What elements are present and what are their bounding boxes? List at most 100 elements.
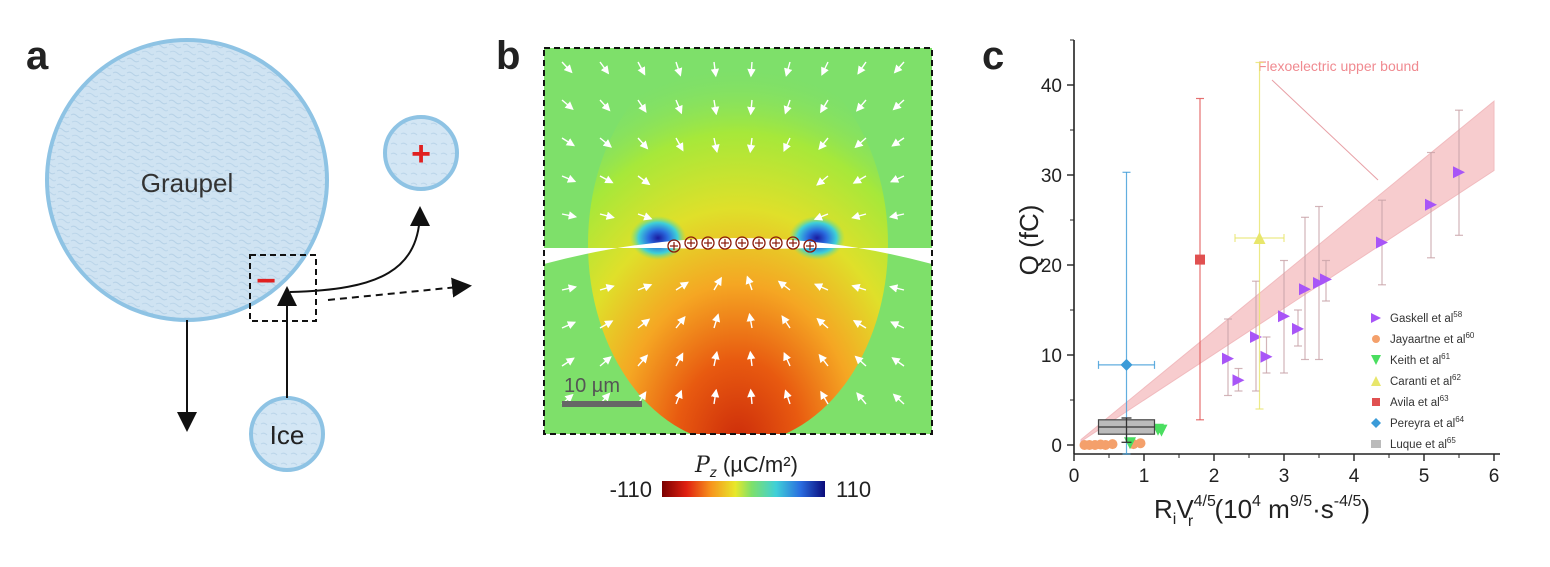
colorbar-min-label: -110 (610, 477, 652, 502)
legend-label: Jayaartne et al60 (1390, 331, 1475, 346)
panel-b-field-plot: 10 µm Pz (µC/m²) -110 110 (543, 47, 933, 502)
positive-charge-sign: + (411, 135, 431, 173)
field-arrow (637, 318, 651, 329)
field-arrow (821, 61, 829, 76)
series-pereyra-et-al (1097, 171, 1156, 455)
legend-label: Luque et al65 (1390, 436, 1456, 451)
field-arrow (746, 137, 756, 154)
legend-item: Jayaartne et al60 (1372, 331, 1475, 346)
field-arrow (675, 137, 684, 152)
positive-charge-marker (803, 239, 817, 253)
axes-layer: 0 1 2 3 4 5 6 0 10 20 30 40 (1041, 39, 1500, 487)
data-point (1425, 198, 1437, 211)
legend-marker (1372, 335, 1380, 343)
series-luque-et-al (1097, 417, 1156, 443)
panel-c-chart: c Flexoelectric upper bound 0 1 2 3 4 5 6 0 10 20… (960, 0, 1550, 562)
field-arrow (637, 175, 651, 186)
legend-label: Keith et al61 (1390, 352, 1451, 367)
data-point (1120, 358, 1133, 371)
scatter-chart: Flexoelectric upper bound 0 1 2 3 4 5 6 0 10 20 30… (1014, 39, 1500, 530)
data-point (1135, 438, 1146, 449)
charge-markers (667, 236, 817, 253)
x-tick-label: 0 (1069, 466, 1080, 487)
panel-b-polarization-map: b (490, 0, 960, 562)
x-tick-label: 6 (1489, 466, 1500, 487)
field-arrow (816, 317, 829, 329)
field-arrow (745, 275, 754, 291)
field-arrow (888, 211, 905, 220)
y-axis-label: Q (fC) (1014, 205, 1044, 276)
data-point (1376, 236, 1388, 249)
x-axis-label: RiV4/5 r (104 m9/5·s-4/5) (1154, 493, 1370, 530)
colorbar (662, 481, 825, 497)
x-tick-label: 5 (1419, 466, 1430, 487)
field-arrow (783, 351, 791, 367)
field-arrow (889, 175, 905, 183)
data-point (1292, 322, 1304, 335)
right-pole (789, 216, 845, 260)
series-jayaartne-et-al (1079, 438, 1146, 450)
field-arrow (746, 350, 756, 367)
field-arrow (674, 99, 683, 115)
field-arrow (893, 61, 905, 74)
field-arrow (599, 284, 615, 293)
legend-item: Luque et al65 (1371, 436, 1456, 451)
legend-marker (1372, 398, 1380, 406)
legend-item: Caranti et al62 (1371, 373, 1461, 388)
positive-charge-marker (735, 236, 749, 250)
data-point (1260, 350, 1273, 363)
legend: Gaskell et al58 Jayaartne et al60 Keith et… (1371, 310, 1475, 451)
field-arrow (820, 390, 829, 405)
field-arrow (599, 211, 615, 220)
y-tick-label: 0 (1051, 436, 1062, 457)
data-point (1222, 352, 1234, 365)
zoom-in-arrow (327, 277, 472, 301)
positive-particle-circle (383, 115, 459, 191)
field-arrow (783, 137, 791, 152)
data-layer (1079, 61, 1465, 455)
field-arrow (599, 99, 611, 112)
panel-label-b: b (496, 34, 521, 78)
field-arrow (675, 352, 684, 367)
field-arrow (561, 211, 578, 220)
colorbar-label: Pz (µC/m²) (694, 452, 798, 480)
series-caranti-et-al (1234, 61, 1285, 410)
positive-charge-marker (786, 236, 800, 250)
panel-a-schematic: a Graupel − Ice + (0, 0, 500, 562)
field-arrow (637, 137, 649, 150)
positive-charge-marker (684, 236, 698, 250)
field-arrow (781, 315, 791, 329)
field-arrow (813, 283, 829, 291)
field-arrow (637, 283, 653, 292)
field-arrow (852, 319, 867, 329)
field-arrow (892, 393, 905, 405)
field-arrow (891, 357, 905, 367)
field-arrow (710, 61, 720, 78)
left-pole (630, 216, 686, 260)
x-tick-label: 4 (1349, 466, 1360, 487)
legend-label: Caranti et al62 (1390, 373, 1461, 388)
field-arrow (599, 356, 612, 367)
field-arrow (599, 61, 610, 75)
graupel-label: Graupel (141, 168, 234, 198)
field-arrow (599, 137, 612, 148)
field-arrow (675, 315, 686, 329)
interface-gap (544, 238, 932, 264)
x-tick-label: 1 (1139, 466, 1150, 487)
field-arrow (856, 392, 867, 405)
band-layer (1080, 100, 1495, 443)
legend-item: Gaskell et al58 (1371, 310, 1463, 325)
series-avila-et-al (1195, 97, 1205, 421)
legend-label: Pereyra et al64 (1390, 415, 1465, 430)
field-arrow (710, 99, 720, 116)
band-label: Flexoelectric upper bound (1258, 58, 1419, 74)
legend-marker (1371, 440, 1381, 448)
field-arrow (891, 137, 905, 147)
field-arrow (561, 61, 573, 74)
field-arrow (747, 99, 756, 116)
field-arrow (857, 61, 867, 75)
field-arrow (889, 284, 905, 293)
field-arrows (561, 61, 905, 405)
field-arrow (818, 353, 829, 367)
y-tick-label: 40 (1041, 76, 1062, 97)
